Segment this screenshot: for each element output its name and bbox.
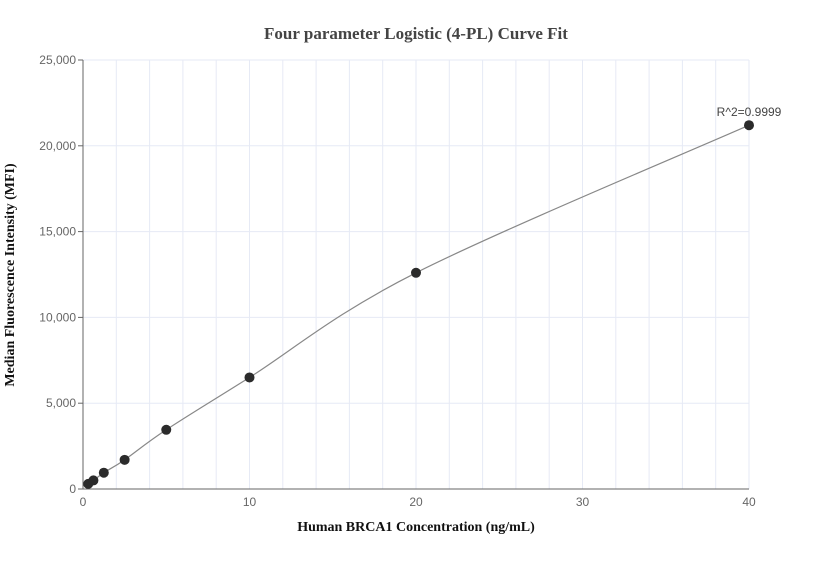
- data-point: [411, 267, 421, 278]
- y-tick-label: 5,000: [46, 396, 76, 410]
- x-tick-label: 20: [409, 495, 423, 509]
- y-tick-label: 20,000: [39, 139, 76, 153]
- data-point: [119, 454, 130, 465]
- y-tick-label: 10,000: [39, 310, 76, 324]
- data-point: [88, 475, 99, 486]
- x-axis-label: Human BRCA1 Concentration (ng/mL): [297, 520, 535, 535]
- data-point: [744, 120, 754, 131]
- x-tick-label: 10: [243, 495, 257, 509]
- chart-title: Four parameter Logistic (4-PL) Curve Fit: [264, 24, 568, 43]
- data-point: [98, 467, 109, 478]
- y-tick-label: 0: [69, 482, 76, 496]
- data-point: [161, 424, 172, 435]
- x-tick-label: 30: [576, 495, 590, 509]
- fit-curve: [87, 124, 750, 485]
- data-point: [244, 372, 255, 383]
- y-tick-label: 25,000: [39, 53, 76, 67]
- y-tick-label: 15,000: [39, 225, 76, 239]
- x-tick-label: 40: [742, 495, 756, 509]
- r-squared-annotation: R^2=0.9999: [717, 105, 782, 119]
- y-axis-label: Median Fluorescence Intensity (MFI): [3, 163, 18, 387]
- x-tick-label: 0: [80, 495, 87, 509]
